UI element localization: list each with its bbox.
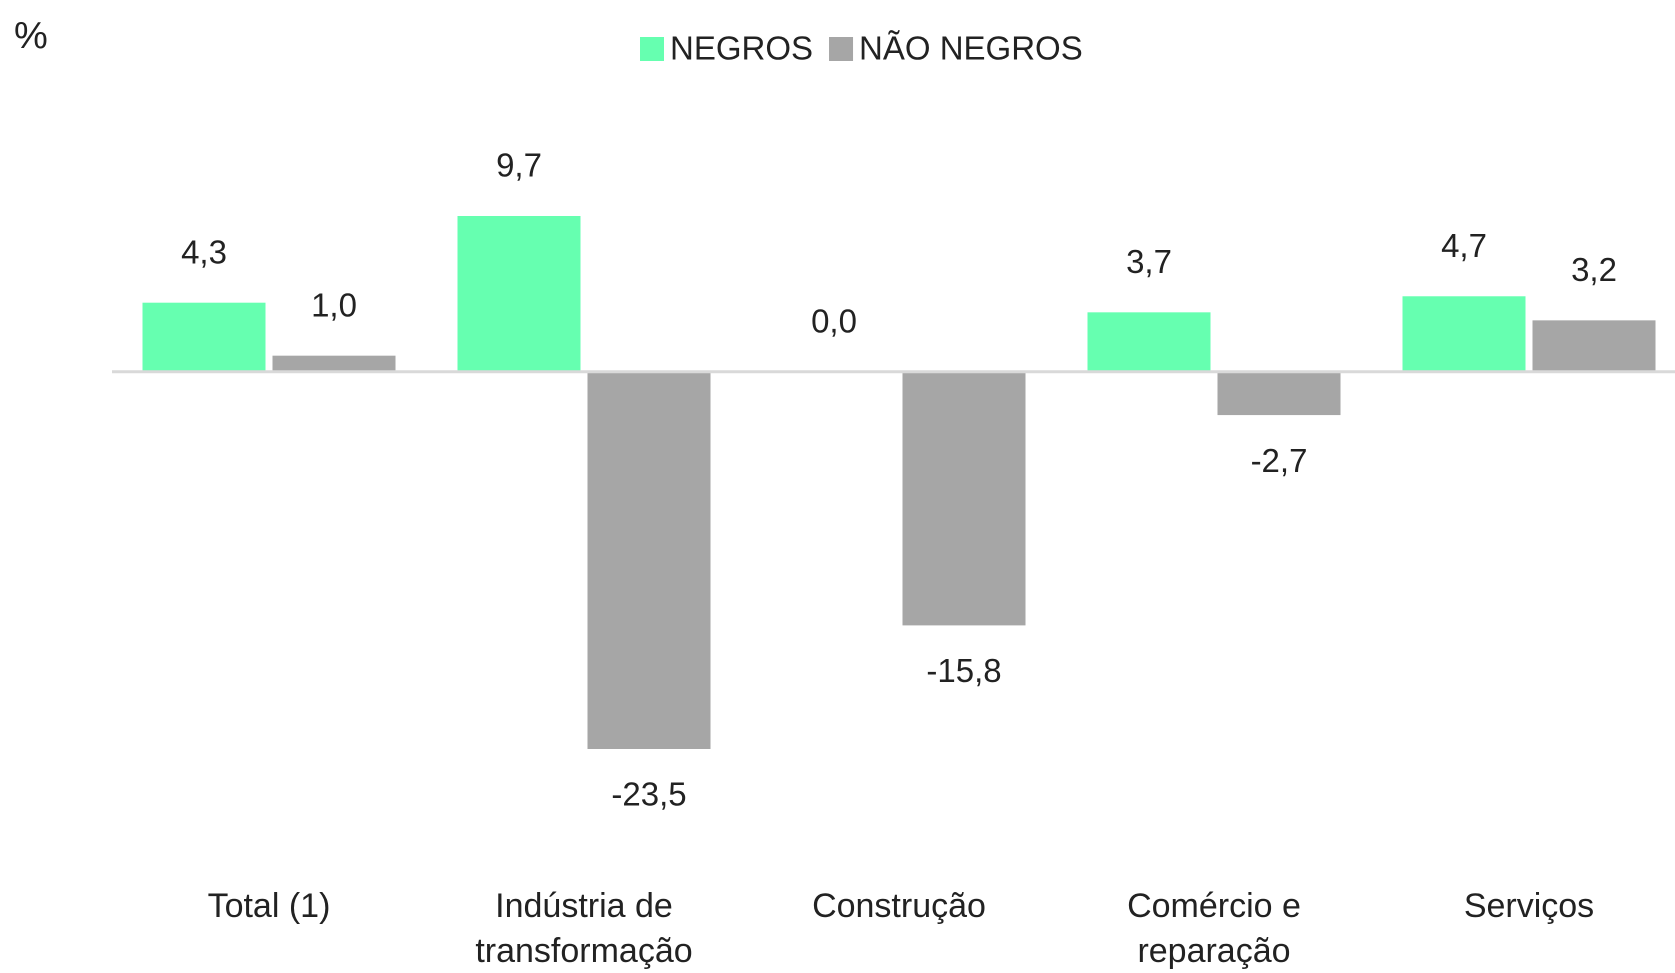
bar bbox=[272, 355, 396, 372]
data-label: -15,8 bbox=[926, 652, 1001, 689]
bar bbox=[457, 216, 581, 372]
unit-label: % bbox=[14, 15, 48, 57]
bar bbox=[1217, 371, 1341, 416]
bar bbox=[587, 371, 711, 749]
data-label: 1,0 bbox=[311, 286, 357, 323]
legend-label: NEGROS bbox=[670, 30, 813, 67]
data-label: 3,7 bbox=[1126, 243, 1172, 280]
legend-swatch bbox=[640, 37, 664, 61]
data-label: 3,2 bbox=[1571, 251, 1617, 288]
data-label: -23,5 bbox=[611, 776, 686, 813]
legend-label: NÃO NEGROS bbox=[859, 30, 1083, 67]
x-tick-label: Total (1) bbox=[207, 887, 331, 925]
legend-swatch bbox=[829, 37, 854, 61]
data-label: 9,7 bbox=[496, 147, 542, 184]
bar bbox=[142, 302, 266, 372]
data-label: 4,3 bbox=[181, 233, 227, 270]
x-tick-label: Indústria de transformação bbox=[475, 887, 693, 970]
bar bbox=[1087, 312, 1211, 372]
bar bbox=[902, 371, 1026, 626]
bar bbox=[1402, 296, 1526, 372]
x-tick-label: Comércio e reparação bbox=[1127, 887, 1301, 970]
data-label: -2,7 bbox=[1251, 442, 1308, 479]
bar bbox=[1532, 320, 1656, 372]
x-tick-label: Construção bbox=[812, 887, 986, 925]
data-label: 4,7 bbox=[1441, 227, 1487, 264]
x-tick-label: Serviços bbox=[1463, 887, 1595, 925]
data-label: 0,0 bbox=[811, 302, 857, 339]
